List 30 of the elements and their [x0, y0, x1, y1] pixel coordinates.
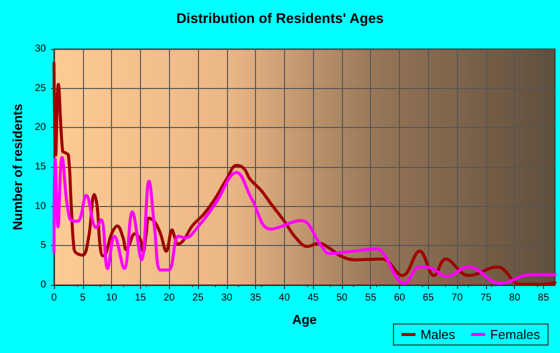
y-axis-title: Number of residents: [10, 104, 25, 230]
x-tick-label: 0: [51, 292, 58, 304]
y-tick-label: 15: [34, 162, 46, 172]
x-tick-label: 45: [308, 292, 320, 304]
x-tick-label: 35: [250, 292, 262, 304]
x-tick-label: 15: [134, 292, 146, 304]
x-axis-title: Age: [292, 312, 317, 327]
x-tick-label: 60: [394, 292, 406, 304]
chart-title: Distribution of Residents' Ages: [176, 10, 384, 26]
y-tick-label: 20: [34, 122, 46, 134]
y-tick-label: 10: [34, 200, 46, 212]
x-tick-label: 40: [278, 292, 290, 304]
x-tick-label: 10: [106, 292, 118, 304]
x-tick-label: 80: [509, 292, 521, 304]
x-tick-label: 55: [365, 292, 377, 304]
y-tick-label: 0: [40, 280, 46, 290]
x-tick-label: 65: [422, 292, 434, 304]
x-tick-label: 25: [192, 292, 204, 304]
y-tick-label: 25: [34, 82, 46, 94]
x-tick-label: 30: [221, 292, 233, 304]
x-tick-label: 70: [452, 292, 464, 304]
x-tick-label: 85: [538, 292, 550, 304]
legend-label: Males: [420, 327, 456, 342]
x-tick-label: 75: [480, 292, 492, 304]
x-tick-label: 20: [164, 292, 176, 304]
y-tick-label: 30: [34, 44, 46, 54]
y-tick-label: 5: [40, 240, 46, 252]
x-tick-label: 5: [80, 292, 86, 304]
legend-label: Females: [490, 327, 540, 342]
x-tick-label: 50: [336, 292, 348, 304]
